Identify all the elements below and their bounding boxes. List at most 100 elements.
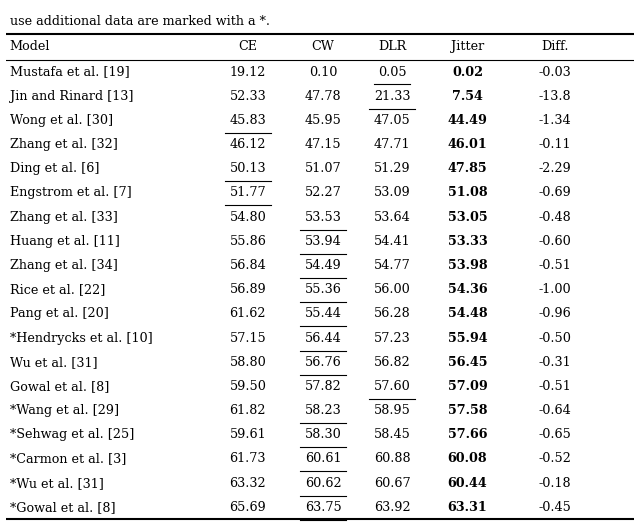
Text: 51.77: 51.77 [230, 186, 266, 200]
Text: -13.8: -13.8 [539, 90, 572, 102]
Text: 0.05: 0.05 [378, 65, 406, 79]
Text: 47.05: 47.05 [374, 114, 410, 127]
Text: 56.00: 56.00 [374, 283, 410, 296]
Text: -0.64: -0.64 [539, 404, 572, 417]
Text: 45.95: 45.95 [305, 114, 342, 127]
Text: 65.69: 65.69 [230, 501, 266, 514]
Text: -1.00: -1.00 [539, 283, 572, 296]
Text: -0.45: -0.45 [539, 501, 572, 514]
Text: Rice et al. [22]: Rice et al. [22] [10, 283, 105, 296]
Text: 58.30: 58.30 [305, 429, 342, 441]
Text: Wu et al. [31]: Wu et al. [31] [10, 356, 97, 369]
Text: *Sehwag et al. [25]: *Sehwag et al. [25] [10, 429, 134, 441]
Text: 57.23: 57.23 [374, 331, 410, 345]
Text: 7.54: 7.54 [452, 90, 483, 102]
Text: -1.34: -1.34 [539, 114, 572, 127]
Text: 57.60: 57.60 [374, 380, 410, 393]
Text: 45.83: 45.83 [230, 114, 266, 127]
Text: 58.45: 58.45 [374, 429, 411, 441]
Text: 60.44: 60.44 [447, 477, 487, 490]
Text: -0.03: -0.03 [539, 65, 572, 79]
Text: 51.07: 51.07 [305, 162, 342, 175]
Text: 47.78: 47.78 [305, 90, 342, 102]
Text: 21.33: 21.33 [374, 90, 410, 102]
Text: 44.49: 44.49 [447, 114, 487, 127]
Text: Jitter: Jitter [451, 40, 484, 54]
Text: -2.29: -2.29 [539, 162, 572, 175]
Text: -0.18: -0.18 [539, 477, 572, 490]
Text: 53.33: 53.33 [447, 235, 487, 248]
Text: -0.96: -0.96 [539, 307, 572, 320]
Text: Model: Model [10, 40, 50, 54]
Text: 51.08: 51.08 [447, 186, 487, 200]
Text: 55.86: 55.86 [229, 235, 266, 248]
Text: -0.31: -0.31 [539, 356, 572, 369]
Text: 56.44: 56.44 [305, 331, 342, 345]
Text: Zhang et al. [32]: Zhang et al. [32] [10, 138, 117, 151]
Text: Jin and Rinard [13]: Jin and Rinard [13] [10, 90, 133, 102]
Text: 61.73: 61.73 [230, 452, 266, 466]
Text: 52.27: 52.27 [305, 186, 342, 200]
Text: 57.66: 57.66 [447, 429, 487, 441]
Text: 59.50: 59.50 [229, 380, 266, 393]
Text: 58.80: 58.80 [230, 356, 266, 369]
Text: 47.71: 47.71 [374, 138, 410, 151]
Text: 58.23: 58.23 [305, 404, 342, 417]
Text: 56.28: 56.28 [374, 307, 410, 320]
Text: 53.09: 53.09 [374, 186, 410, 200]
Text: 57.15: 57.15 [230, 331, 266, 345]
Text: 56.45: 56.45 [447, 356, 487, 369]
Text: Pang et al. [20]: Pang et al. [20] [10, 307, 108, 320]
Text: 54.41: 54.41 [374, 235, 410, 248]
Text: 55.36: 55.36 [305, 283, 342, 296]
Text: 57.58: 57.58 [447, 404, 487, 417]
Text: -0.51: -0.51 [539, 380, 572, 393]
Text: Mustafa et al. [19]: Mustafa et al. [19] [10, 65, 129, 79]
Text: *Wu et al. [31]: *Wu et al. [31] [10, 477, 104, 490]
Text: 56.82: 56.82 [374, 356, 410, 369]
Text: Huang et al. [11]: Huang et al. [11] [10, 235, 120, 248]
Text: 46.12: 46.12 [230, 138, 266, 151]
Text: 50.13: 50.13 [230, 162, 266, 175]
Text: 53.05: 53.05 [447, 211, 487, 224]
Text: 60.88: 60.88 [374, 452, 410, 466]
Text: 53.64: 53.64 [374, 211, 410, 224]
Text: -0.65: -0.65 [539, 429, 572, 441]
Text: 60.67: 60.67 [374, 477, 410, 490]
Text: 60.08: 60.08 [447, 452, 487, 466]
Text: 46.01: 46.01 [447, 138, 487, 151]
Text: -0.50: -0.50 [539, 331, 572, 345]
Text: -0.60: -0.60 [539, 235, 572, 248]
Text: 55.94: 55.94 [447, 331, 487, 345]
Text: *Hendrycks et al. [10]: *Hendrycks et al. [10] [10, 331, 152, 345]
Text: 58.95: 58.95 [374, 404, 411, 417]
Text: use additional data are marked with a *.: use additional data are marked with a *. [10, 15, 269, 28]
Text: -0.51: -0.51 [539, 259, 572, 272]
Text: Diff.: Diff. [541, 40, 569, 54]
Text: 63.32: 63.32 [230, 477, 266, 490]
Text: 61.62: 61.62 [230, 307, 266, 320]
Text: 54.80: 54.80 [230, 211, 266, 224]
Text: Ding et al. [6]: Ding et al. [6] [10, 162, 99, 175]
Text: 53.53: 53.53 [305, 211, 342, 224]
Text: DLR: DLR [378, 40, 406, 54]
Text: 52.33: 52.33 [230, 90, 266, 102]
Text: CW: CW [312, 40, 335, 54]
Text: 47.15: 47.15 [305, 138, 342, 151]
Text: 57.82: 57.82 [305, 380, 342, 393]
Text: *Wang et al. [29]: *Wang et al. [29] [10, 404, 118, 417]
Text: 59.61: 59.61 [230, 429, 266, 441]
Text: 54.77: 54.77 [374, 259, 410, 272]
Text: 0.02: 0.02 [452, 65, 483, 79]
Text: -0.11: -0.11 [539, 138, 572, 151]
Text: 54.48: 54.48 [447, 307, 487, 320]
Text: Zhang et al. [34]: Zhang et al. [34] [10, 259, 117, 272]
Text: Wong et al. [30]: Wong et al. [30] [10, 114, 113, 127]
Text: 56.89: 56.89 [230, 283, 266, 296]
Text: 53.98: 53.98 [447, 259, 487, 272]
Text: 60.62: 60.62 [305, 477, 342, 490]
Text: Zhang et al. [33]: Zhang et al. [33] [10, 211, 117, 224]
Text: 51.29: 51.29 [374, 162, 410, 175]
Text: 47.85: 47.85 [447, 162, 487, 175]
Text: Engstrom et al. [7]: Engstrom et al. [7] [10, 186, 131, 200]
